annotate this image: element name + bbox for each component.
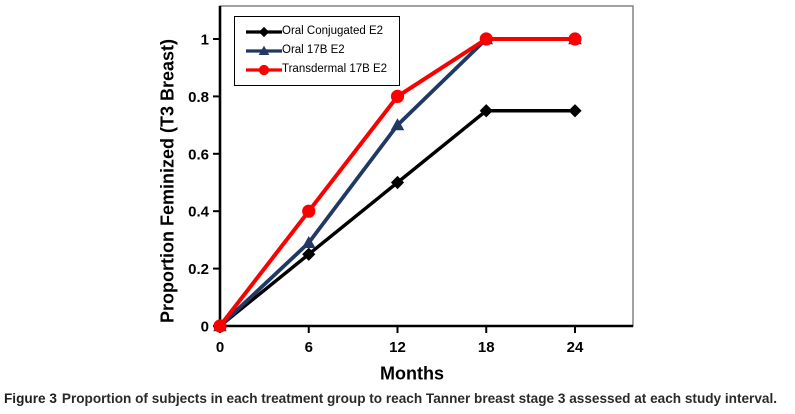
legend-swatch-circle	[246, 64, 282, 76]
circle-marker	[390, 89, 405, 103]
y-tick-label-1: 1	[201, 32, 209, 49]
circle-marker	[479, 32, 493, 46]
y-tick-label-0.4: 0.4	[188, 204, 210, 221]
triangle-marker	[301, 235, 316, 248]
diamond-marker	[258, 26, 270, 38]
x-tick-label-18: 18	[478, 339, 495, 356]
x-axis-title: Months	[380, 363, 444, 384]
figure-caption: Figure 3 Proportion of subjects in each t…	[4, 391, 792, 408]
y-tick-label-0.6: 0.6	[188, 146, 209, 163]
legend-label: Transdermal 17B E2	[282, 63, 388, 76]
x-tick-label-6: 6	[305, 339, 313, 356]
circle-marker	[302, 204, 316, 218]
circle-marker	[568, 32, 582, 46]
circle-marker	[213, 319, 227, 333]
diamond-marker	[479, 104, 493, 118]
legend-swatch-triangle	[246, 45, 282, 56]
plot-canvas: 0 0.2 0.4 0.6 0.8 1 0 6 12 18 24	[188, 5, 634, 356]
legend-label: Oral 17B E2	[282, 44, 345, 57]
x-tick-label-0: 0	[216, 339, 224, 356]
legend-entry-oral-conjugated-e2: Oral Conjugated E2	[246, 23, 393, 41]
x-tick-label-24: 24	[567, 339, 584, 356]
triangle-marker	[258, 45, 270, 56]
diamond-marker	[302, 247, 316, 261]
diamond-marker	[568, 104, 582, 118]
legend-label: Oral Conjugated E2	[282, 25, 384, 38]
legend-entry-transdermal-17b-e2: Transdermal 17B E2	[246, 61, 393, 79]
triangle-marker	[390, 118, 405, 131]
y-tick-label-0.8: 0.8	[188, 89, 209, 106]
legend: Oral Conjugated E2 Oral 17B E2 Transdermal…	[234, 16, 400, 86]
series-oral-conjugated-e2	[213, 104, 582, 333]
chart: 0 0.2 0.4 0.6 0.8 1 0 6 12 18 24 Proportion Femini…	[157, 5, 634, 384]
series-line-oral-conjugated-e2	[218, 109, 575, 328]
x-tick-label-12: 12	[389, 339, 406, 356]
caption-label: Figure 3	[4, 391, 57, 406]
legend-swatch-diamond	[246, 26, 282, 38]
circle-marker	[258, 64, 270, 76]
y-tick-label-0: 0	[201, 319, 209, 336]
diamond-marker	[390, 175, 405, 190]
y-tick-label-0.2: 0.2	[188, 261, 209, 278]
legend-entry-oral-17b-e2: Oral 17B E2	[246, 42, 393, 60]
y-axis-title: Proportion Feminized (T3 Breast)	[157, 38, 178, 324]
caption-text: Proportion of subjects in each treatment…	[61, 391, 778, 406]
series-transdermal-17b-e2	[213, 32, 582, 333]
